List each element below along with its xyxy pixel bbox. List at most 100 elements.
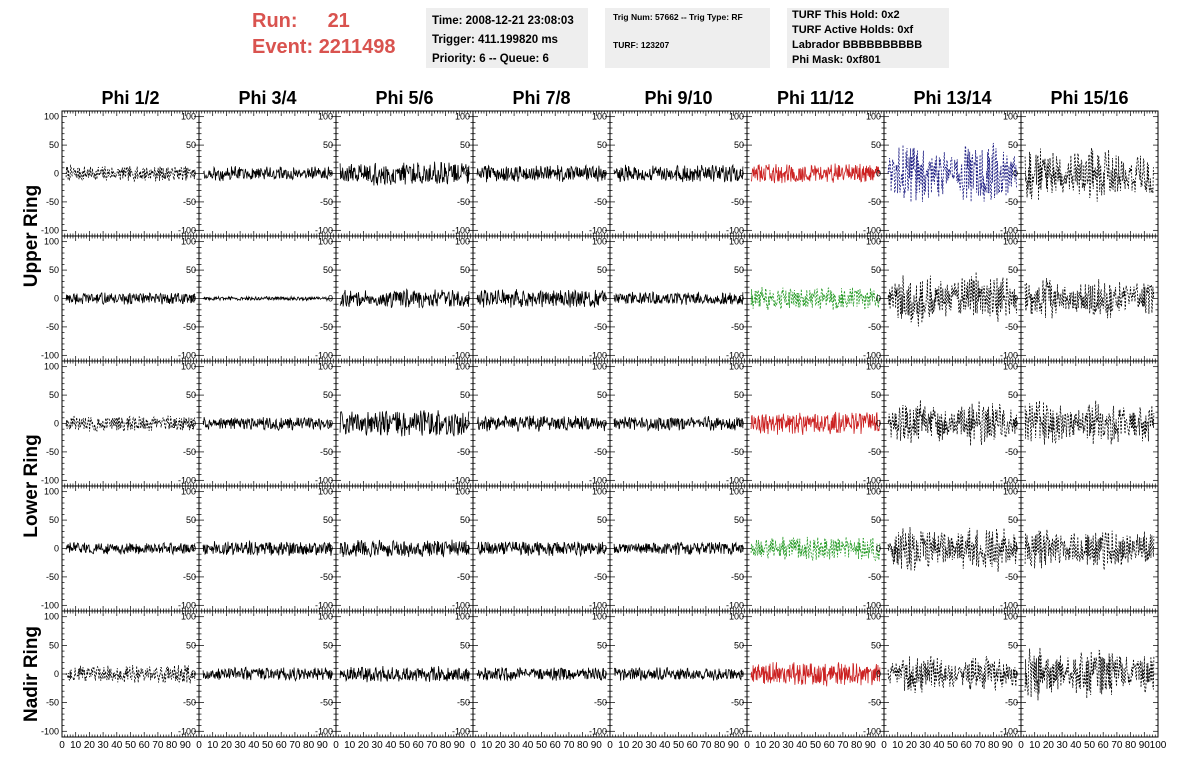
row-group-label: Lower Ring bbox=[21, 434, 42, 537]
row-group-label: Upper Ring bbox=[21, 185, 42, 287]
y-tick-label: 0 bbox=[54, 544, 59, 554]
column-header: Phi 13/14 bbox=[913, 88, 991, 108]
y-tick-label: 100 bbox=[44, 362, 59, 372]
y-tick-label: 100 bbox=[1003, 487, 1018, 497]
y-tick-label: -100 bbox=[726, 225, 744, 235]
y-tick-label: -50 bbox=[1005, 447, 1018, 457]
run-line: Run: 21 bbox=[252, 8, 395, 34]
waveform-trace bbox=[613, 291, 744, 306]
panel-frame bbox=[883, 235, 1022, 362]
y-tick-label: 0 bbox=[1013, 419, 1018, 429]
y-tick-label: 50 bbox=[871, 265, 881, 275]
waveform-trace bbox=[476, 541, 607, 558]
y-tick-label: 50 bbox=[460, 390, 470, 400]
y-tick-label: 0 bbox=[1013, 169, 1018, 179]
waveform-trace bbox=[750, 536, 881, 562]
y-tick-label: 0 bbox=[465, 169, 470, 179]
y-tick-label: 50 bbox=[597, 390, 607, 400]
run-label: Run: bbox=[252, 10, 298, 32]
y-tick-label: 50 bbox=[460, 140, 470, 150]
waveform-trace bbox=[1024, 278, 1155, 319]
y-tick-label: 0 bbox=[876, 294, 881, 304]
y-tick-label: -100 bbox=[1000, 350, 1018, 360]
waveform-trace bbox=[1024, 147, 1154, 202]
y-tick-label: 100 bbox=[181, 237, 196, 247]
y-tick-label: 0 bbox=[739, 294, 744, 304]
y-tick-label: 0 bbox=[876, 419, 881, 429]
y-tick-label: 0 bbox=[602, 169, 607, 179]
waveform-trace bbox=[1024, 400, 1155, 445]
y-tick-label: -50 bbox=[594, 447, 607, 457]
turf-hold-text: TURF This Hold: 0x2 bbox=[792, 9, 900, 21]
waveform-trace bbox=[476, 415, 607, 432]
y-tick-label: 100 bbox=[181, 362, 196, 372]
y-tick-label: 100 bbox=[318, 237, 333, 247]
y-tick-label: -50 bbox=[594, 572, 607, 582]
priority-text: Priority: 6 -- Queue: 6 bbox=[432, 53, 549, 65]
y-tick-label: 0 bbox=[602, 544, 607, 554]
y-tick-label: -50 bbox=[457, 197, 470, 207]
y-tick-label: 100 bbox=[1003, 362, 1018, 372]
y-tick-label: 100 bbox=[866, 112, 881, 122]
y-tick-label: 0 bbox=[739, 544, 744, 554]
y-tick-label: 50 bbox=[734, 265, 744, 275]
y-tick-label: 100 bbox=[44, 237, 59, 247]
y-tick-label: 50 bbox=[734, 390, 744, 400]
y-tick-label: -100 bbox=[41, 475, 59, 485]
waveform-trace bbox=[750, 286, 881, 311]
y-tick-label: 100 bbox=[455, 237, 470, 247]
y-tick-label: 0 bbox=[739, 419, 744, 429]
y-tick-label: -50 bbox=[183, 447, 196, 457]
y-tick-label: 50 bbox=[1008, 390, 1018, 400]
waveform-trace bbox=[476, 164, 607, 183]
y-tick-label: -50 bbox=[320, 447, 333, 457]
turf-info-box: TURF This Hold: 0x2 TURF Active Holds: 0… bbox=[787, 8, 949, 68]
y-tick-label: -100 bbox=[452, 225, 470, 235]
y-tick-label: 100 bbox=[318, 362, 333, 372]
y-tick-label: -100 bbox=[726, 475, 744, 485]
y-tick-label: -50 bbox=[1005, 572, 1018, 582]
waveform-trace bbox=[613, 541, 744, 556]
column-header: Phi 11/12 bbox=[777, 88, 854, 108]
y-tick-label: -100 bbox=[315, 350, 333, 360]
y-tick-label: 100 bbox=[729, 362, 744, 372]
waveform-trace bbox=[203, 165, 333, 182]
panel-frame bbox=[609, 235, 748, 362]
column-header: Phi 15/16 bbox=[1050, 88, 1128, 108]
y-tick-label: 50 bbox=[1008, 140, 1018, 150]
waveform-trace bbox=[339, 539, 470, 558]
y-tick-label: -100 bbox=[1000, 225, 1018, 235]
y-tick-label: 0 bbox=[191, 419, 196, 429]
y-tick-label: -100 bbox=[726, 350, 744, 360]
y-tick-label: -100 bbox=[452, 600, 470, 610]
y-tick-label: -50 bbox=[457, 322, 470, 332]
y-tick-label: 100 bbox=[729, 112, 744, 122]
y-tick-label: 50 bbox=[49, 140, 59, 150]
y-tick-label: 100 bbox=[866, 237, 881, 247]
y-tick-label: 50 bbox=[49, 515, 59, 525]
waveform-trace bbox=[65, 415, 196, 433]
y-tick-label: 100 bbox=[1003, 112, 1018, 122]
y-tick-label: -50 bbox=[731, 322, 744, 332]
y-tick-label: 50 bbox=[734, 140, 744, 150]
y-tick-label: 0 bbox=[739, 169, 744, 179]
y-tick-label: 50 bbox=[186, 265, 196, 275]
y-tick-label: -100 bbox=[452, 350, 470, 360]
panel-frame bbox=[746, 235, 885, 362]
y-tick-label: 50 bbox=[597, 515, 607, 525]
event-value: 2211498 bbox=[318, 36, 396, 58]
y-tick-label: -100 bbox=[452, 475, 470, 485]
row-group-label: Nadir Ring bbox=[21, 626, 42, 722]
y-tick-label: 0 bbox=[1013, 544, 1018, 554]
time-info-box: Time: 2008-12-21 23:08:03 Trigger: 411.1… bbox=[426, 8, 588, 68]
y-tick-label: 0 bbox=[602, 419, 607, 429]
waveform-trace bbox=[613, 415, 744, 432]
y-tick-label: 100 bbox=[455, 112, 470, 122]
column-header: Phi 1/2 bbox=[101, 88, 159, 108]
y-tick-label: 50 bbox=[460, 515, 470, 525]
y-tick-label: -50 bbox=[46, 447, 59, 457]
waveform-trace bbox=[65, 541, 196, 556]
y-tick-label: 50 bbox=[323, 515, 333, 525]
time-text: Time: 2008-12-21 23:08:03 bbox=[432, 15, 574, 27]
event-label: Event: bbox=[252, 36, 314, 58]
